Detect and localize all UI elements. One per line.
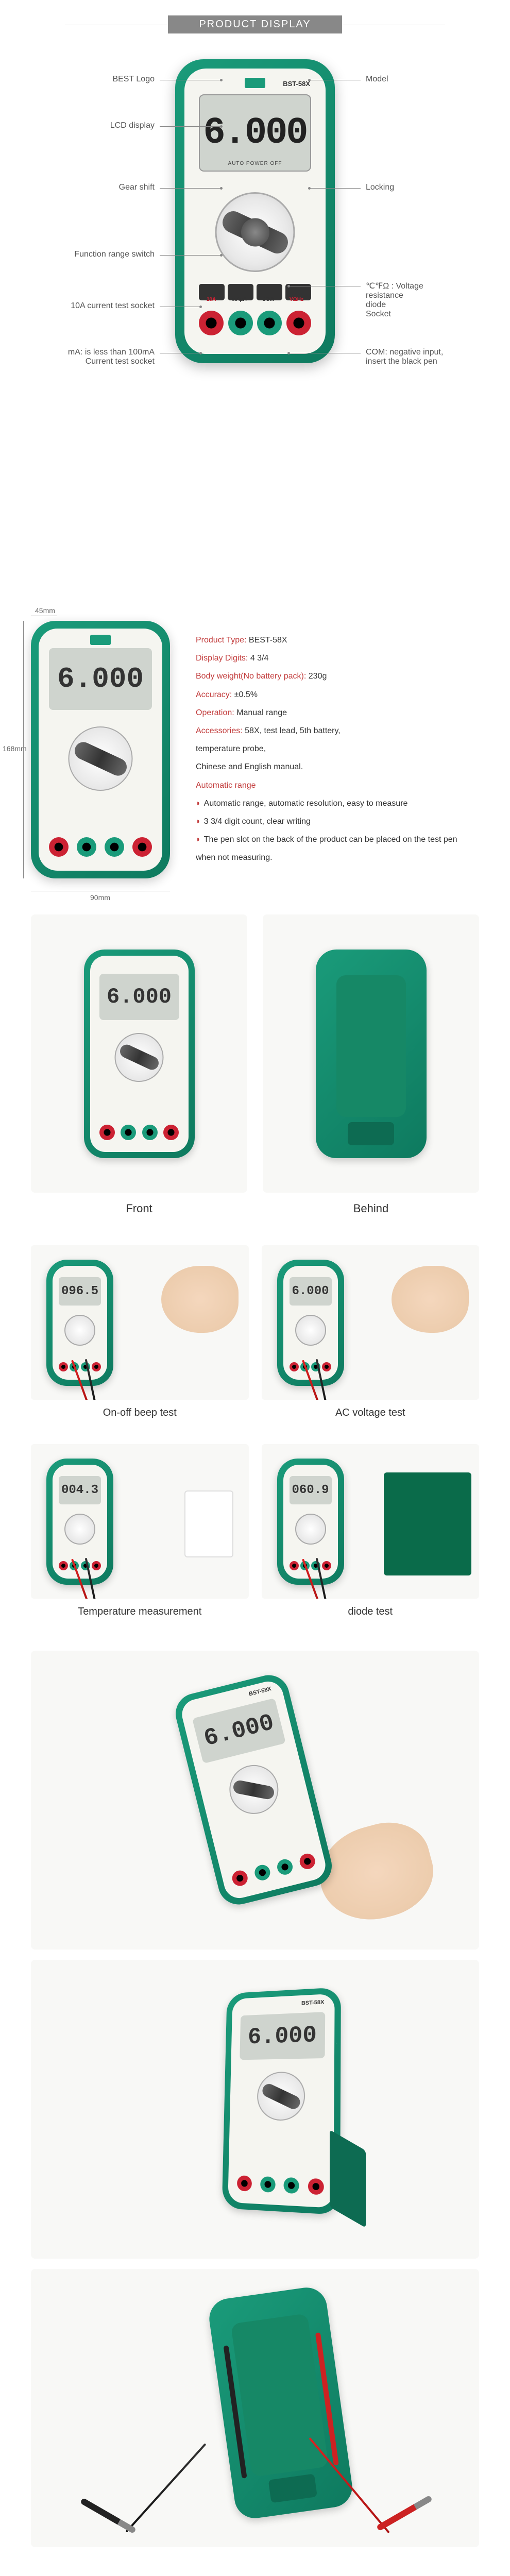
callout-left: mA: is less than 100mA Current test sock… [21,348,155,366]
hero-handheld: BST-58X 6.000 [31,1651,479,1950]
rotary-dial [215,192,295,272]
dim-width: 90mm [90,893,110,902]
test-cell: 004.3 Temperature measurement [31,1444,249,1630]
spec-row: Product Type: BEST-58X [196,631,479,649]
test-cell: 060.9 diode test [262,1444,480,1630]
callout-right: ℃℉Ω : Voltage resistance diode Socket [366,281,495,319]
test-caption: On-off beep test [31,1400,249,1431]
spec-bullet: ◗Automatic range, automatic resolution, … [196,794,479,812]
dim-depth: 45mm [35,606,55,615]
behind-view: Behind [263,914,479,1225]
callout-right: Model [366,75,495,84]
spec-row: Accuracy: ±0.5% [196,686,479,704]
callout-right: COM: negative input, insert the black pe… [366,348,495,366]
hero-back-leads [31,2269,479,2547]
callout-left: Function range switch [21,250,155,259]
port-v [286,311,311,335]
callout-left: Gear shift [21,183,155,192]
spec-bullet: ◗The pen slot on the back of the product… [196,831,479,867]
callout-left: 10A current test socket [21,301,155,311]
callout-right: Locking [366,183,495,192]
device-dimensions: 45mm 168mm 90mm 6.000 [31,621,170,884]
section-title: PRODUCT DISPLAY [168,15,342,33]
test-caption: AC voltage test [262,1400,480,1431]
specs-text: Product Type: BEST-58XDisplay Digits: 4 … [196,621,479,867]
specs-section: 45mm 168mm 90mm 6.000 Product Type: BEST [0,600,510,904]
test-cell: 6.000 AC voltage test [262,1245,480,1431]
lcd-subtext: AUTO POWER OFF [228,161,282,166]
port-row [199,306,311,340]
test-grid: 096.5 On-off beep test 6.000 [0,1235,510,1640]
port-com [257,311,282,335]
port-ma [228,311,253,335]
section-header: PRODUCT DISPLAY [0,0,510,44]
front-behind-row: 6.000 Front Behind [0,904,510,1235]
auto-range-header: Automatic range [196,776,479,794]
behind-caption: Behind [263,1193,479,1225]
spec-row: Body weight(No battery pack): 230g [196,667,479,685]
dial-center [241,218,269,246]
port-labels: 10A mAμA COM VΩHz [199,297,311,302]
front-caption: Front [31,1193,247,1225]
callout-left: BEST Logo [21,75,155,84]
lcd-value: 6.000 [203,112,307,154]
device-inner: BST-58X 6.000 AUTO POWER OFF 10A mAμA CO… [184,69,326,354]
spec-row: Display Digits: 4 3/4 [196,649,479,667]
best-logo-icon [245,78,265,88]
model-label: BST-58X [283,80,310,88]
hero-standing: BST-58X 6.000 [31,1960,479,2259]
port-10a [199,311,224,335]
test-caption: diode test [262,1599,480,1630]
callout-left: LCD display [21,121,155,130]
spec-bullet: ◗3 3/4 digit count, clear writing [196,812,479,831]
spec-row: Operation: Manual range [196,704,479,722]
test-caption: Temperature measurement [31,1599,249,1630]
device-main: BST-58X 6.000 AUTO POWER OFF 10A mAμA CO… [175,59,335,363]
diagram-section: BST-58X 6.000 AUTO POWER OFF 10A mAμA CO… [0,44,510,600]
front-view: 6.000 Front [31,914,247,1225]
spec-row: Accessories: 58X, test lead, 5th battery… [196,722,479,740]
lcd-display: 6.000 AUTO POWER OFF [199,94,311,172]
test-cell: 096.5 On-off beep test [31,1245,249,1431]
